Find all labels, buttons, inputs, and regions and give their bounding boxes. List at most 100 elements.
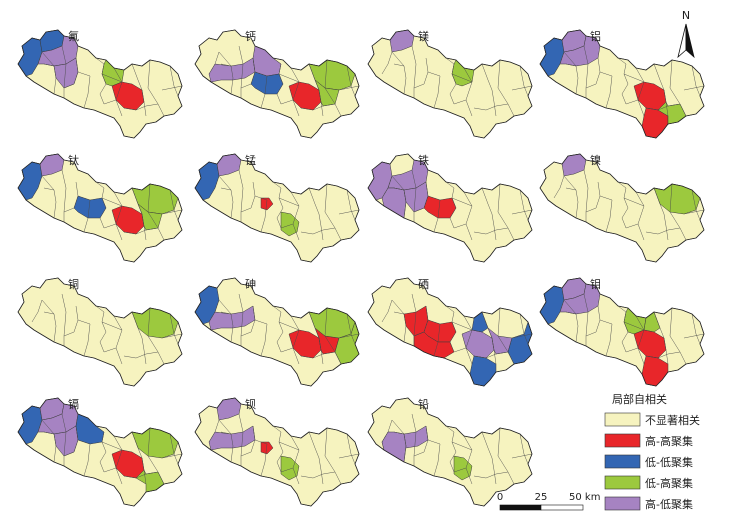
district-boundary (95, 425, 107, 473)
district-boundary (563, 175, 579, 219)
region-outline (367, 277, 533, 387)
district-boundary (238, 45, 244, 98)
element-label: 钡 (245, 397, 256, 411)
district-boundary (324, 59, 342, 117)
district-boundary (113, 435, 123, 485)
district-boundary (451, 73, 473, 83)
district-boundary (254, 195, 268, 233)
district-boundary (411, 293, 417, 346)
district-boundary (511, 453, 533, 459)
district-boundary (103, 223, 117, 229)
region-outline (194, 29, 360, 139)
district-boundary (625, 99, 639, 105)
region-outline (539, 29, 705, 139)
map-molybdenum: 钼 (539, 277, 705, 387)
region-outline (17, 277, 183, 387)
district-boundary (161, 85, 183, 91)
district-boundary (254, 319, 268, 357)
district-boundary (95, 181, 107, 229)
district-boundary (583, 169, 589, 222)
element-label: 砷 (245, 278, 256, 291)
district-boundary (451, 197, 473, 207)
district-boundary (31, 419, 43, 443)
district-boundary (208, 299, 220, 323)
district-boundary (391, 419, 407, 463)
district-boundary (691, 65, 701, 97)
district-boundary (338, 209, 360, 215)
district-boundary (583, 45, 589, 98)
high-high-cluster-patch (260, 197, 274, 211)
district-boundary (220, 431, 232, 435)
low-high-cluster-patch (453, 455, 473, 481)
element-label: 氟 (68, 30, 79, 43)
region-outline (17, 29, 183, 139)
district-boundary (278, 441, 300, 451)
district-boundary (497, 427, 515, 485)
map-manganese: 锰 (194, 153, 360, 263)
district-boundary (240, 181, 256, 213)
district-boundary (381, 299, 393, 323)
district-boundary (445, 57, 457, 105)
map-arsenic: 砷 (194, 277, 360, 387)
district-boundary (625, 347, 639, 353)
district-boundary (645, 351, 681, 359)
district-boundary (411, 45, 417, 98)
district-boundary (453, 99, 467, 105)
district-boundary (585, 57, 601, 89)
district-boundary (463, 435, 473, 485)
legend-label: 高-低聚集 (645, 497, 693, 511)
district-boundary (290, 435, 300, 485)
district-boundary (563, 51, 579, 95)
district-boundary (553, 299, 565, 323)
map-cadmium: 镉 (17, 397, 183, 507)
district-boundary (473, 227, 509, 235)
scale-bar-segment-dark (499, 504, 542, 511)
element-label: 铅 (418, 397, 429, 411)
map-copper: 铜 (17, 277, 183, 387)
district-boundary (218, 419, 234, 463)
district-boundary (41, 419, 57, 463)
district-boundary (238, 169, 244, 222)
district-boundary (220, 187, 232, 191)
district-boundary (63, 57, 79, 89)
district-boundary (161, 453, 183, 459)
district-boundary (635, 315, 645, 365)
district-boundary (123, 351, 159, 359)
district-boundary (346, 433, 356, 465)
district-boundary (413, 425, 429, 457)
legend-item-low-high: 低-高聚集 (604, 475, 693, 490)
district-boundary (113, 67, 123, 117)
element-label: 铁 (418, 154, 429, 167)
district-boundary (324, 183, 342, 241)
map-lead: 铅 (367, 397, 533, 507)
element-label: 硒 (418, 278, 429, 291)
district-boundary (519, 433, 529, 465)
legend-item-low-low: 低-低聚集 (604, 454, 693, 469)
district-boundary (473, 351, 509, 359)
district-boundary (393, 63, 405, 67)
district-boundary (63, 305, 79, 337)
legend-item-high-high: 高-高聚集 (604, 433, 693, 448)
high-high-cluster-patch (260, 441, 274, 455)
district-boundary (254, 71, 268, 109)
district-boundary (272, 57, 284, 105)
district-boundary (445, 305, 457, 353)
high-low-cluster-patch (37, 35, 79, 67)
district-boundary (413, 57, 429, 89)
district-boundary (63, 425, 79, 457)
district-boundary (497, 183, 515, 241)
district-boundary (623, 321, 645, 331)
legend-swatch (604, 454, 641, 469)
district-boundary (208, 175, 220, 199)
district-boundary (553, 175, 565, 199)
district-boundary (346, 65, 356, 97)
district-boundary (218, 175, 234, 219)
map-aluminum: 铝 (539, 29, 705, 139)
district-boundary (635, 191, 645, 241)
district-boundary (391, 175, 407, 219)
legend-label: 高-高聚集 (645, 434, 693, 448)
district-boundary (61, 169, 67, 222)
district-boundary (147, 59, 165, 117)
